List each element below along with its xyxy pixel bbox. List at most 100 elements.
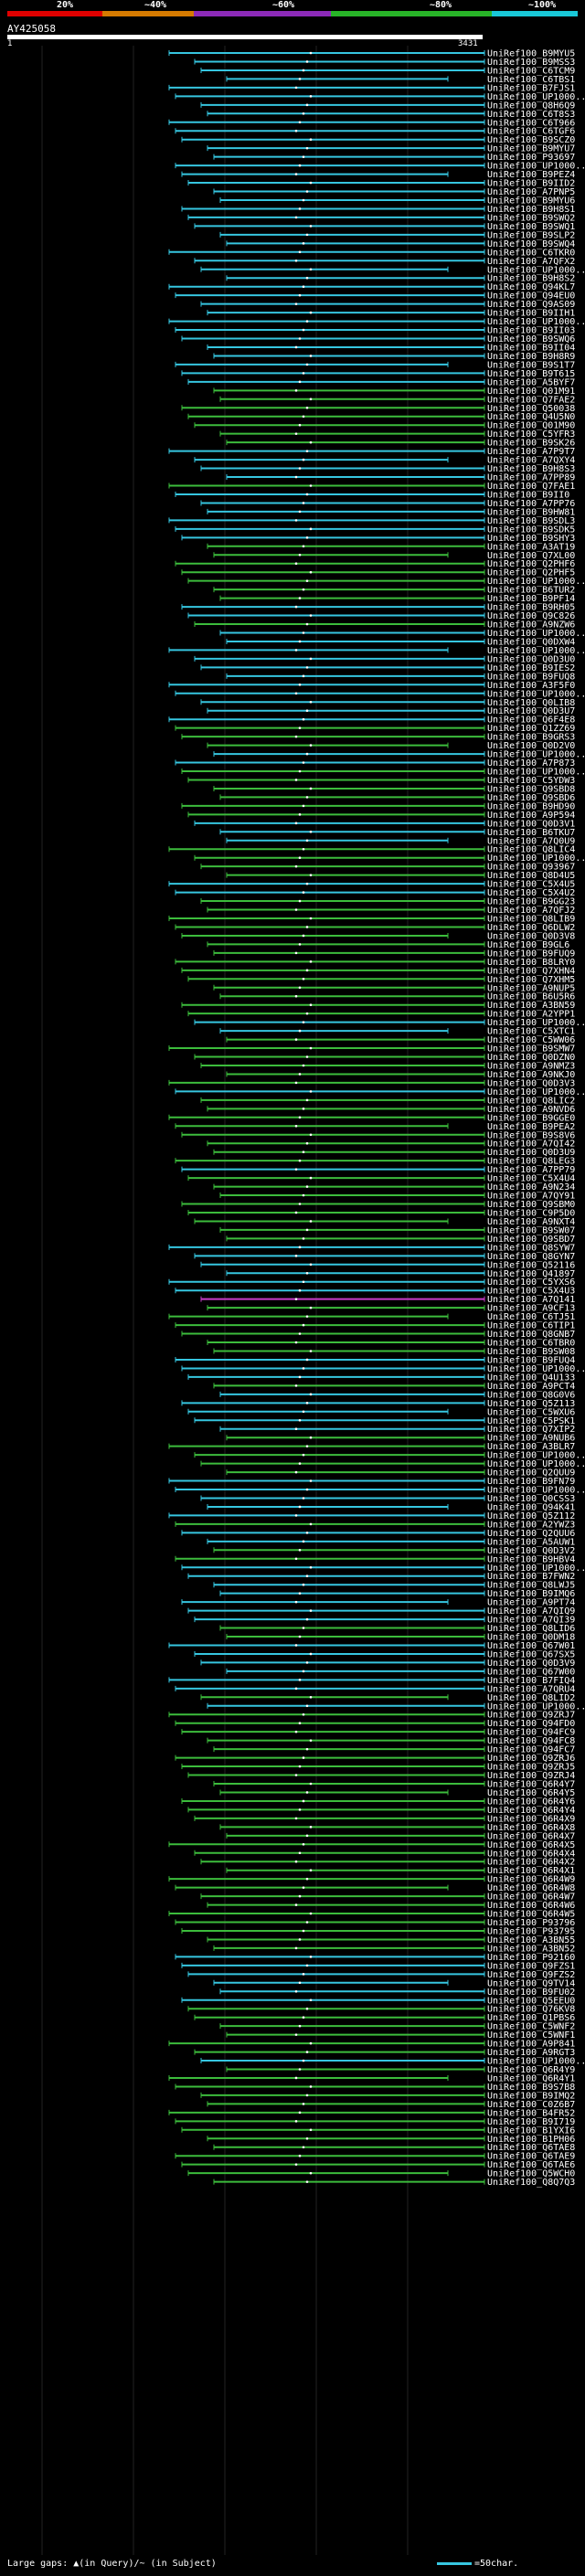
hit-label[interactable]: UniRef100_B9GRS3 [487, 733, 575, 743]
hit-label[interactable]: UniRef100_B6TKU7 [487, 828, 575, 838]
hit-row[interactable]: UniRef100_A3BLR7 [168, 1442, 575, 1452]
hit-label[interactable]: UniRef100_C6T8S3 [487, 110, 575, 120]
hit-label[interactable]: UniRef100_C0Z6B7 [487, 2100, 575, 2110]
hit-row[interactable]: UniRef100_Q5Z112 [168, 1511, 575, 1521]
hit-row[interactable]: UniRef100_Q7FAE2 [219, 395, 575, 405]
hit-label[interactable]: UniRef100_Q4U133 [487, 1373, 575, 1383]
hit-label[interactable]: UniRef100_A9CF13 [487, 1304, 575, 1314]
hit-label[interactable]: UniRef100_B7FJS1 [487, 83, 575, 93]
hit-row[interactable]: UniRef100_A7PP89 [226, 473, 575, 483]
hit-label[interactable]: UniRef100_Q94FD0 [487, 1719, 575, 1729]
hit-label[interactable]: UniRef100_Q6R4Y9 [487, 2065, 575, 2075]
hit-label[interactable]: UniRef100_UP1000... [487, 1564, 585, 1574]
hit-label[interactable]: UniRef100_C5YXS6 [487, 1277, 575, 1288]
hit-row[interactable]: UniRef100_Q0D3V1 [194, 819, 575, 829]
hit-row[interactable]: UniRef100_UP1000... [194, 853, 585, 864]
hit-row[interactable]: UniRef100_UP1000... [181, 1364, 585, 1374]
hit-label[interactable]: UniRef100_Q7FAE1 [487, 482, 575, 492]
hit-row[interactable]: UniRef100_Q6R4X2 [200, 1858, 575, 1868]
hit-label[interactable]: UniRef100_Q6R4W6 [487, 1901, 575, 1911]
hit-label[interactable]: UniRef100_Q8H6Q9 [487, 101, 575, 111]
hit-label[interactable]: UniRef100_A7P9T7 [487, 447, 575, 457]
hit-label[interactable]: UniRef100_Q0D3V3 [487, 1078, 575, 1088]
hit-row[interactable]: UniRef100_A3BN52 [213, 1944, 575, 1954]
hit-label[interactable]: UniRef100_B9S1T7 [487, 360, 575, 370]
hit-row[interactable]: UniRef100_B9H8S1 [181, 205, 575, 215]
hit-row[interactable]: UniRef100_Q6R4Y7 [213, 1780, 575, 1790]
hit-label[interactable]: UniRef100_B9IMQ2 [487, 2091, 575, 2101]
hit-label[interactable]: UniRef100_A9PT74 [487, 1598, 575, 1608]
hit-label[interactable]: UniRef100_Q9AS09 [487, 300, 575, 310]
hit-row[interactable]: UniRef100_A3BN55 [207, 1935, 575, 1945]
hit-label[interactable]: UniRef100_C6TCM9 [487, 66, 575, 76]
hit-label[interactable]: UniRef100_UP1000... [487, 162, 585, 172]
hit-label[interactable]: UniRef100_UP1000... [487, 1087, 585, 1097]
hit-row[interactable]: UniRef100_B9IES2 [200, 663, 575, 673]
hit-label[interactable]: UniRef100_Q67W01 [487, 1641, 575, 1651]
hit-row[interactable]: UniRef100_Q6R4W5 [168, 1910, 575, 1920]
hit-row[interactable]: UniRef100_B9II0 [175, 490, 569, 500]
hit-row[interactable]: UniRef100_C6TJ51 [168, 1312, 575, 1322]
hit-row[interactable]: UniRef100_Q6R4W8 [175, 1883, 575, 1893]
hit-label[interactable]: UniRef100_B9IIH1 [487, 309, 575, 319]
hit-label[interactable]: UniRef100_B9S7B8 [487, 2083, 575, 2093]
hit-label[interactable]: UniRef100_Q94KL7 [487, 282, 575, 292]
hit-row[interactable]: UniRef100_A5AUW1 [207, 1537, 575, 1547]
hit-row[interactable]: UniRef100_A7Q0U9 [226, 836, 575, 846]
hit-label[interactable]: UniRef100_B9SHY3 [487, 534, 575, 544]
hit-row[interactable]: UniRef100_Q9SBD6 [219, 793, 575, 803]
hit-row[interactable]: UniRef100_B9SW07 [219, 1225, 575, 1235]
hit-row[interactable]: UniRef100_B9SW08 [213, 1347, 575, 1357]
hit-row[interactable]: UniRef100_C9P5D0 [187, 1208, 575, 1218]
hit-label[interactable]: UniRef100_A3BN52 [487, 1944, 575, 1954]
hit-label[interactable]: UniRef100_C5YDW3 [487, 776, 575, 786]
hit-label[interactable]: UniRef100_A3BN55 [487, 1935, 575, 1945]
hit-label[interactable]: UniRef100_Q8LID6 [487, 1624, 575, 1634]
hit-row[interactable]: UniRef100_A7PNP5 [213, 187, 575, 197]
hit-row[interactable]: UniRef100_B9SHY3 [181, 534, 575, 544]
hit-label[interactable]: UniRef100_Q6TAE9 [487, 2152, 575, 2162]
hit-label[interactable]: UniRef100_UP1000... [487, 1459, 585, 1469]
hit-row[interactable]: UniRef100_B8LRY0 [175, 958, 575, 968]
hit-row[interactable]: UniRef100_Q94FC8 [207, 1736, 575, 1746]
hit-label[interactable]: UniRef100_Q9ZRJ6 [487, 1754, 575, 1764]
hit-label[interactable]: UniRef100_Q5EEU0 [487, 1996, 575, 2006]
hit-label[interactable]: UniRef100_Q6F4E8 [487, 716, 575, 726]
hit-label[interactable]: UniRef100_B9SK26 [487, 439, 575, 449]
hit-label[interactable]: UniRef100_Q4U5N0 [487, 412, 575, 422]
hit-row[interactable]: UniRef100_Q1ZZ69 [175, 724, 575, 734]
hit-label[interactable]: UniRef100_B9H8S2 [487, 274, 575, 284]
hit-row[interactable]: UniRef100_Q0LIB8 [200, 698, 575, 708]
hit-label[interactable]: UniRef100_A2YPP1 [487, 1010, 575, 1020]
hit-row[interactable]: UniRef100_Q8G0V6 [219, 1390, 575, 1400]
hit-row[interactable]: UniRef100_Q8GYN7 [194, 1252, 575, 1262]
hit-label[interactable]: UniRef100_C5X4U5 [487, 880, 575, 890]
hit-row[interactable]: UniRef100_A3BN59 [181, 1001, 575, 1011]
hit-label[interactable]: UniRef100_UP1000... [487, 1364, 585, 1374]
hit-label[interactable]: UniRef100_UP1000... [487, 317, 585, 327]
hit-row[interactable]: UniRef100_Q9ZRJ6 [175, 1754, 575, 1764]
hit-row[interactable]: UniRef100_B9SMW7 [168, 1044, 575, 1055]
hit-label[interactable]: UniRef100_B9SWQ2 [487, 213, 575, 223]
hit-label[interactable]: UniRef100_B9MSS3 [487, 58, 575, 68]
hit-label[interactable]: UniRef100_B9SCZ0 [487, 135, 575, 145]
hit-label[interactable]: UniRef100_Q7XIP2 [487, 1425, 575, 1435]
hit-row[interactable]: UniRef100_Q8H6Q9 [200, 101, 575, 111]
hit-label[interactable]: UniRef100_Q8G0V6 [487, 1390, 575, 1400]
hit-row[interactable]: UniRef100_UP1000... [175, 1087, 585, 1097]
hit-label[interactable]: UniRef100_A9NVD6 [487, 1105, 575, 1115]
hit-row[interactable]: UniRef100_B9RH05 [181, 603, 575, 613]
hit-label[interactable]: UniRef100_Q94FC7 [487, 1745, 575, 1755]
hit-row[interactable]: UniRef100_A7QI42 [207, 1140, 575, 1150]
hit-label[interactable]: UniRef100_Q52116 [487, 1260, 575, 1270]
hit-row[interactable]: UniRef100_C5XTC1 [219, 1027, 575, 1037]
hit-label[interactable]: UniRef100_Q6R4X4 [487, 1849, 575, 1859]
hit-row[interactable]: UniRef100_Q0D3U9 [213, 1148, 575, 1158]
hit-row[interactable]: UniRef100_Q50038 [181, 404, 575, 414]
hit-row[interactable]: UniRef100_Q9ZRJ7 [168, 1711, 575, 1721]
hit-label[interactable]: UniRef100_A7QFJ2 [487, 906, 575, 916]
hit-row[interactable]: UniRef100_B9FUQ9 [213, 949, 575, 959]
hit-row[interactable]: UniRef100_B7FJS1 [168, 83, 575, 93]
hit-row[interactable]: UniRef100_A5BYF7 [187, 377, 575, 387]
hit-label[interactable]: UniRef100_B9IMQ6 [487, 1589, 575, 1599]
